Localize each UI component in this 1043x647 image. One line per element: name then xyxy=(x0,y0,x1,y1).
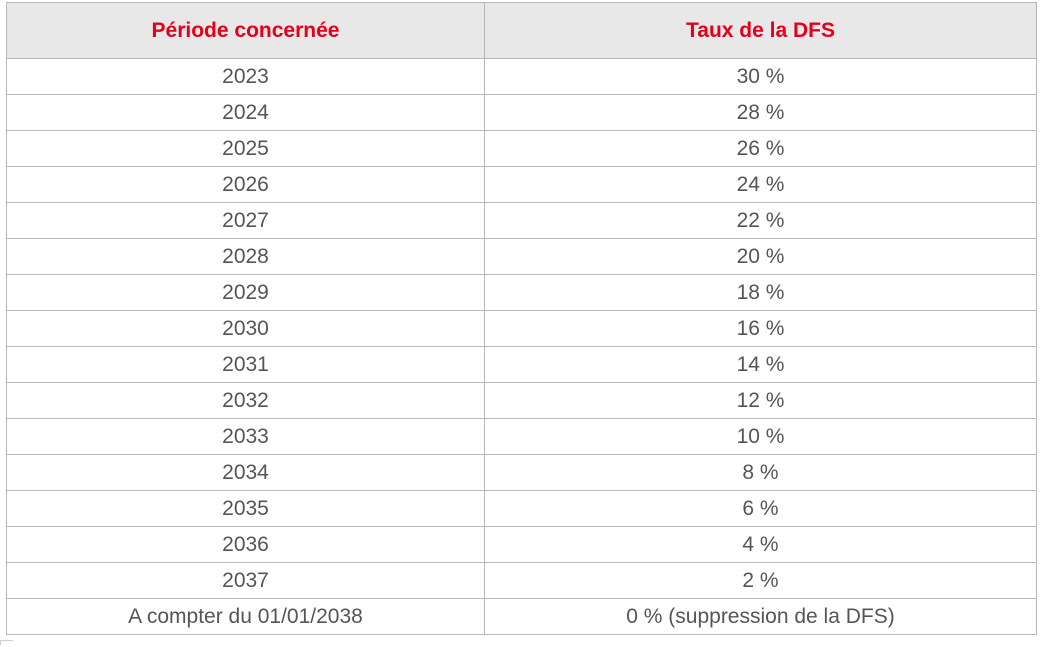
table-row: 2030 16 % xyxy=(6,310,1037,347)
cell-rate: 18 % xyxy=(484,274,1037,311)
cell-rate: 4 % xyxy=(484,526,1037,563)
cell-rate: 24 % xyxy=(484,166,1037,203)
cell-period: 2028 xyxy=(6,238,485,275)
column-header-period: Période concernée xyxy=(6,2,485,59)
table-row: A compter du 01/01/2038 0 % (suppression … xyxy=(6,598,1037,635)
table-row: 2028 20 % xyxy=(6,238,1037,275)
cell-period: 2027 xyxy=(6,202,485,239)
table-row: 2027 22 % xyxy=(6,202,1037,239)
cell-period: 2034 xyxy=(6,454,485,491)
cell-rate: 22 % xyxy=(484,202,1037,239)
cell-period: 2033 xyxy=(6,418,485,455)
table-body: 2023 30 % 2024 28 % 2025 26 % 2026 24 % 2027 22 %… xyxy=(6,58,1037,635)
table-row: 2024 28 % xyxy=(6,94,1037,131)
cell-rate: 8 % xyxy=(484,454,1037,491)
cell-rate: 30 % xyxy=(484,58,1037,95)
cell-rate: 20 % xyxy=(484,238,1037,275)
cell-rate: 12 % xyxy=(484,382,1037,419)
table-row: 2033 10 % xyxy=(6,418,1037,455)
table-row: 2032 12 % xyxy=(6,382,1037,419)
cell-period: 2029 xyxy=(6,274,485,311)
dfs-rate-table-container: Période concernée Taux de la DFS 2023 30 … xyxy=(6,2,1037,635)
table-row: 2023 30 % xyxy=(6,58,1037,95)
dfs-rate-table: Période concernée Taux de la DFS 2023 30 … xyxy=(6,2,1037,635)
table-row: 2036 4 % xyxy=(6,526,1037,563)
cell-period: 2036 xyxy=(6,526,485,563)
cell-period: 2035 xyxy=(6,490,485,527)
cell-period: 2025 xyxy=(6,130,485,167)
cell-period: 2024 xyxy=(6,94,485,131)
table-row: 2034 8 % xyxy=(6,454,1037,491)
cell-rate: 10 % xyxy=(484,418,1037,455)
table-row: 2037 2 % xyxy=(6,562,1037,599)
cell-period: 2031 xyxy=(6,346,485,383)
cell-rate: 16 % xyxy=(484,310,1037,347)
cell-period: 2030 xyxy=(6,310,485,347)
cell-period: 2026 xyxy=(6,166,485,203)
cell-rate: 6 % xyxy=(484,490,1037,527)
table-row: 2035 6 % xyxy=(6,490,1037,527)
cell-period: 2037 xyxy=(6,562,485,599)
cell-period: A compter du 01/01/2038 xyxy=(6,598,485,635)
corner-decoration xyxy=(0,640,13,645)
column-header-rate: Taux de la DFS xyxy=(484,2,1037,59)
table-row: 2029 18 % xyxy=(6,274,1037,311)
cell-rate: 14 % xyxy=(484,346,1037,383)
table-row: 2026 24 % xyxy=(6,166,1037,203)
table-row: 2031 14 % xyxy=(6,346,1037,383)
cell-rate: 0 % (suppression de la DFS) xyxy=(484,598,1037,635)
cell-rate: 28 % xyxy=(484,94,1037,131)
cell-period: 2023 xyxy=(6,58,485,95)
cell-rate: 26 % xyxy=(484,130,1037,167)
cell-rate: 2 % xyxy=(484,562,1037,599)
cell-period: 2032 xyxy=(6,382,485,419)
table-row: 2025 26 % xyxy=(6,130,1037,167)
table-header-row: Période concernée Taux de la DFS xyxy=(6,2,1037,59)
